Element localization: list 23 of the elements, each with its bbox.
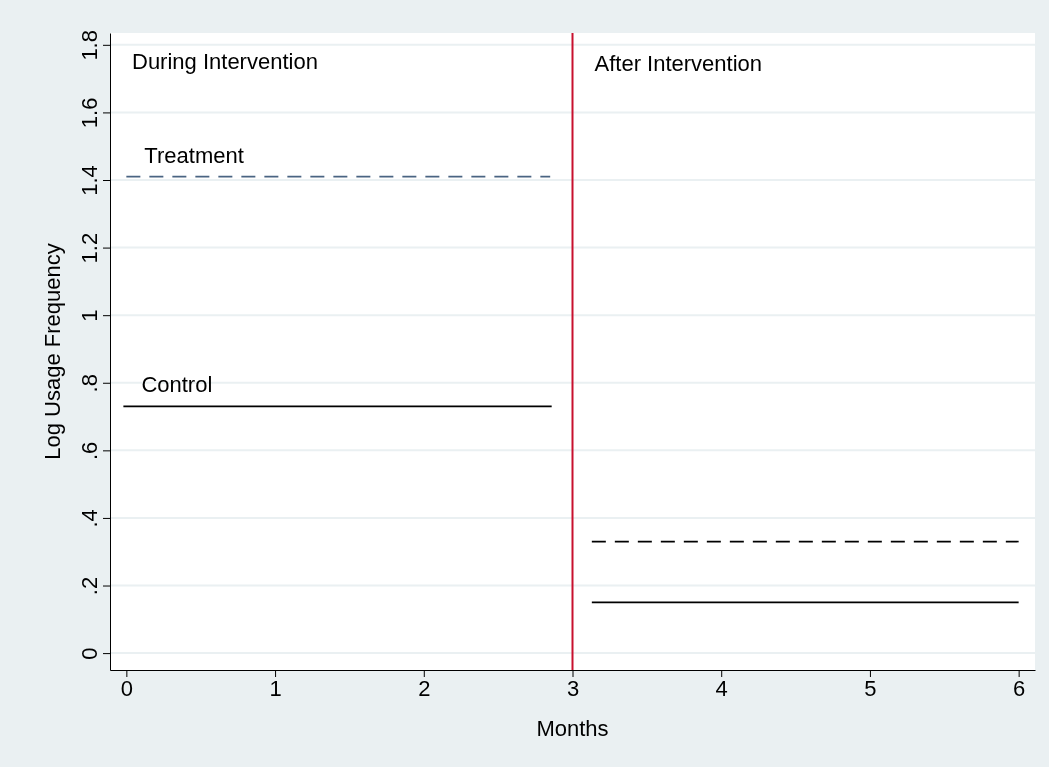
- annotation: During Intervention: [132, 49, 318, 74]
- legend-label: Control: [141, 372, 213, 398]
- y-tick-label: .8: [77, 374, 102, 393]
- y-tick-label: 1.6: [77, 97, 102, 129]
- x-axis-title: Months: [536, 716, 609, 741]
- y-tick-label: .4: [77, 509, 102, 528]
- y-tick-label: 0: [77, 647, 102, 660]
- annotation: After Intervention: [594, 51, 763, 76]
- y-tick-label: .6: [77, 441, 102, 461]
- y-tick-label: 1.8: [77, 30, 102, 61]
- x-tick-label: 0: [120, 675, 133, 701]
- y-tick-label: 1: [77, 309, 102, 322]
- x-tick-label: 1: [269, 675, 282, 701]
- y-tick-label: .2: [77, 576, 102, 596]
- series-label: Treatment: [144, 142, 244, 168]
- x-tick-label: 3: [566, 675, 580, 701]
- y-axis-title: Log Usage Frequency: [40, 243, 65, 460]
- x-tick-label: 6: [1013, 675, 1026, 701]
- y-tick-label: 1.4: [77, 165, 102, 196]
- x-tick-label: 2: [418, 675, 431, 701]
- x-tick-label: 4: [715, 675, 728, 701]
- y-tick-label: 1.2: [77, 232, 102, 264]
- x-tick-label: 5: [864, 675, 877, 701]
